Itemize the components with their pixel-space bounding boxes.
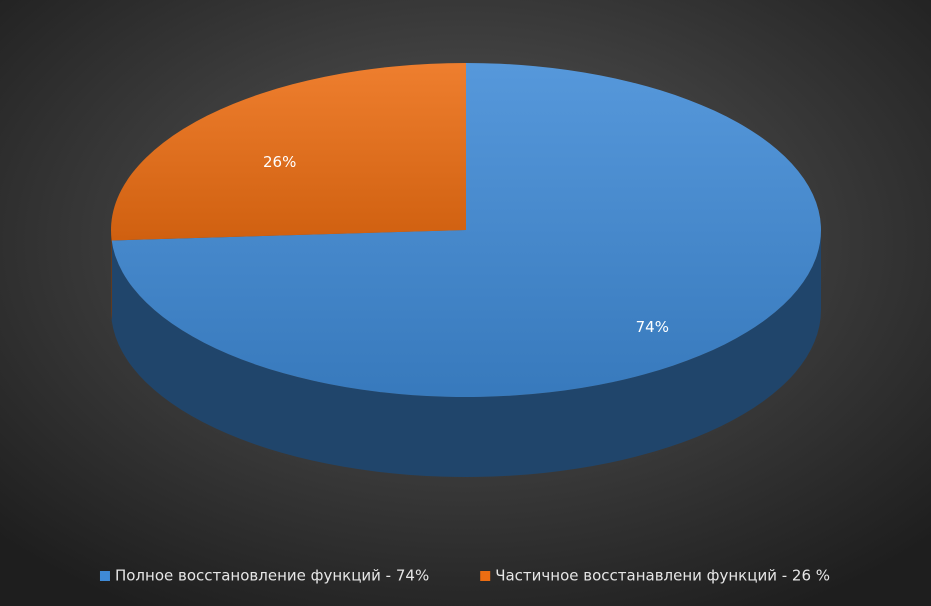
data-label: 26%: [263, 153, 296, 171]
legend-marker: [480, 571, 491, 581]
data-label: 74%: [636, 318, 669, 336]
legend-label: Частичное восстанавлени функций - 26 %: [495, 567, 830, 585]
legend-label: Полное восстановление функций - 74%: [115, 567, 429, 585]
slice-side: [111, 230, 112, 321]
legend-marker: [99, 571, 110, 581]
legend: Полное восстановление функций - 74% Части…: [99, 567, 830, 585]
slice-side: [111, 230, 822, 477]
slice-shine: [110, 63, 466, 241]
slice-shine: [111, 63, 821, 397]
plot: 74% 26%: [110, 63, 822, 477]
